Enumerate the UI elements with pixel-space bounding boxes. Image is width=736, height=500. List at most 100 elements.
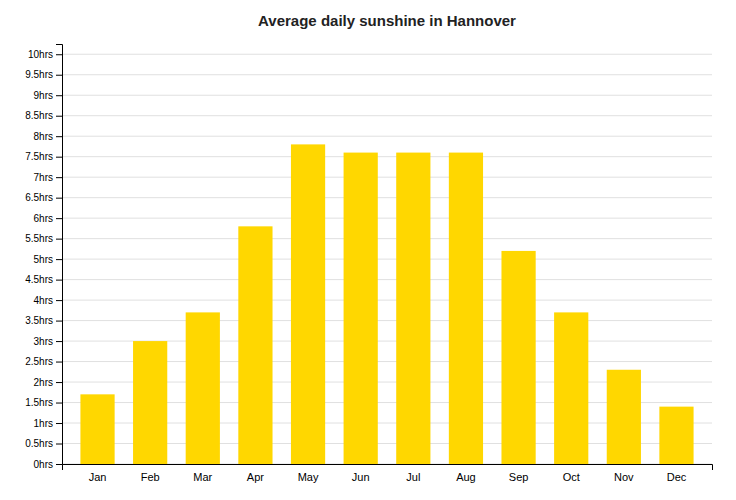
x-tick-label: May bbox=[298, 471, 319, 483]
bar bbox=[396, 153, 430, 464]
y-tick-label: 3.5hrs bbox=[25, 315, 53, 326]
bar bbox=[186, 312, 220, 464]
title: Average daily sunshine in Hannover bbox=[258, 12, 516, 29]
y-tick-label: 3hrs bbox=[34, 336, 53, 347]
y-tick: 1.5hrs bbox=[25, 397, 62, 408]
chart: 0hrs 0.5hrs 1hrs 1.5hrs 2hrs 2.5hrs 3hrs 3.5hrs… bbox=[0, 0, 736, 500]
x-tick-label: Jul bbox=[406, 471, 420, 483]
x-tick: Apr bbox=[247, 471, 264, 483]
y-tick: 5hrs bbox=[34, 254, 62, 265]
x-tick: Nov bbox=[614, 471, 634, 483]
bar bbox=[501, 251, 535, 464]
y-tick-mark bbox=[56, 259, 62, 260]
x-tick: Jan bbox=[89, 471, 107, 483]
y-tick-label: 8.5hrs bbox=[25, 110, 53, 121]
y-tick-mark bbox=[56, 464, 62, 465]
x-tick-label: Apr bbox=[247, 471, 264, 483]
x-tick: Dec bbox=[667, 471, 687, 483]
grid bbox=[62, 54, 712, 464]
y-tick-label: 0hrs bbox=[34, 459, 53, 470]
grid-line bbox=[62, 115, 712, 116]
y-tick: 2hrs bbox=[34, 377, 62, 388]
x-tick: Oct bbox=[563, 471, 580, 483]
grid-line bbox=[62, 177, 712, 178]
bar bbox=[554, 312, 588, 464]
y-tick-label: 5.5hrs bbox=[25, 233, 53, 244]
x-tick: Aug bbox=[456, 471, 476, 483]
x-tick-label: Feb bbox=[141, 471, 160, 483]
y-tick-mark bbox=[56, 177, 62, 178]
y-tick: 7hrs bbox=[34, 172, 62, 183]
y-tick-label: 6hrs bbox=[34, 213, 53, 224]
y-tick-mark bbox=[56, 218, 62, 219]
x-tick-label: Jun bbox=[352, 471, 370, 483]
y-tick-mark bbox=[56, 95, 62, 96]
y-tick-label: 4hrs bbox=[34, 295, 53, 306]
grid-line bbox=[62, 238, 712, 239]
y-tick-label: 6.5hrs bbox=[25, 192, 53, 203]
x-tick-label: Oct bbox=[563, 471, 580, 483]
bar bbox=[133, 341, 167, 464]
x-tick: Jul bbox=[406, 471, 420, 483]
y-tick-mark bbox=[56, 362, 62, 363]
y-tick-label: 2hrs bbox=[34, 377, 53, 388]
y-tick: 7.5hrs bbox=[25, 151, 62, 162]
x-tick-label: Dec bbox=[667, 471, 687, 483]
y-tick: 4hrs bbox=[34, 295, 62, 306]
x-axis-line bbox=[63, 465, 713, 471]
y-tick-mark bbox=[56, 136, 62, 137]
y-tick: 5.5hrs bbox=[25, 233, 62, 244]
x-tick-label: Jan bbox=[89, 471, 107, 483]
grid-line bbox=[62, 95, 712, 96]
y-tick: 9.5hrs bbox=[25, 69, 62, 80]
bar bbox=[449, 153, 483, 464]
grid-line bbox=[62, 156, 712, 157]
y-tick: 0.5hrs bbox=[25, 438, 62, 449]
y-tick: 1hrs bbox=[34, 418, 62, 429]
y-tick: 8.5hrs bbox=[25, 110, 62, 121]
y-tick-label: 5hrs bbox=[34, 254, 53, 265]
grid-line bbox=[62, 136, 712, 137]
y-tick-label: 9.5hrs bbox=[25, 69, 53, 80]
y-tick-label: 1.5hrs bbox=[25, 397, 53, 408]
bar bbox=[659, 407, 693, 464]
y-tick: 6hrs bbox=[34, 213, 62, 224]
y-tick-mark bbox=[56, 75, 62, 76]
x-axis: JanFebMarAprMayJunJulAugSepOctNovDec bbox=[63, 465, 713, 483]
bar bbox=[607, 370, 641, 464]
y-tick: 3hrs bbox=[34, 336, 62, 347]
x-tick-label: Sep bbox=[509, 471, 529, 483]
y-tick-label: 8hrs bbox=[34, 131, 53, 142]
y-axis: 0hrs 0.5hrs 1hrs 1.5hrs 2hrs 2.5hrs 3hrs 3.5hrs… bbox=[25, 45, 62, 470]
y-tick-label: 7hrs bbox=[34, 172, 53, 183]
y-tick-label: 7.5hrs bbox=[25, 151, 53, 162]
y-tick-mark bbox=[56, 444, 62, 445]
x-tick-label: Nov bbox=[614, 471, 634, 483]
x-tick: Feb bbox=[141, 471, 160, 483]
bar bbox=[344, 153, 378, 464]
grid-line bbox=[62, 259, 712, 260]
y-tick: 3.5hrs bbox=[25, 315, 62, 326]
grid-line bbox=[62, 197, 712, 198]
y-tick-mark bbox=[56, 280, 62, 281]
y-tick: 0hrs bbox=[34, 459, 62, 470]
y-tick-mark bbox=[56, 382, 62, 383]
grid-line bbox=[62, 54, 712, 55]
y-tick-mark bbox=[56, 403, 62, 404]
y-tick-mark bbox=[56, 300, 62, 301]
y-tick-mark bbox=[56, 54, 62, 55]
x-tick: May bbox=[298, 471, 319, 483]
grid-line bbox=[62, 74, 712, 75]
y-tick-label: 10hrs bbox=[28, 49, 53, 60]
grid-line bbox=[62, 300, 712, 301]
y-tick: 8hrs bbox=[34, 131, 62, 142]
y-tick-mark bbox=[56, 423, 62, 424]
y-tick: 2.5hrs bbox=[25, 356, 62, 367]
y-tick-mark bbox=[56, 321, 62, 322]
y-tick-label: 2.5hrs bbox=[25, 356, 53, 367]
grid-line bbox=[62, 320, 712, 321]
y-tick: 10hrs bbox=[28, 49, 62, 60]
y-tick-label: 0.5hrs bbox=[25, 438, 53, 449]
grid-line bbox=[62, 279, 712, 280]
y-tick-label: 9hrs bbox=[34, 90, 53, 101]
